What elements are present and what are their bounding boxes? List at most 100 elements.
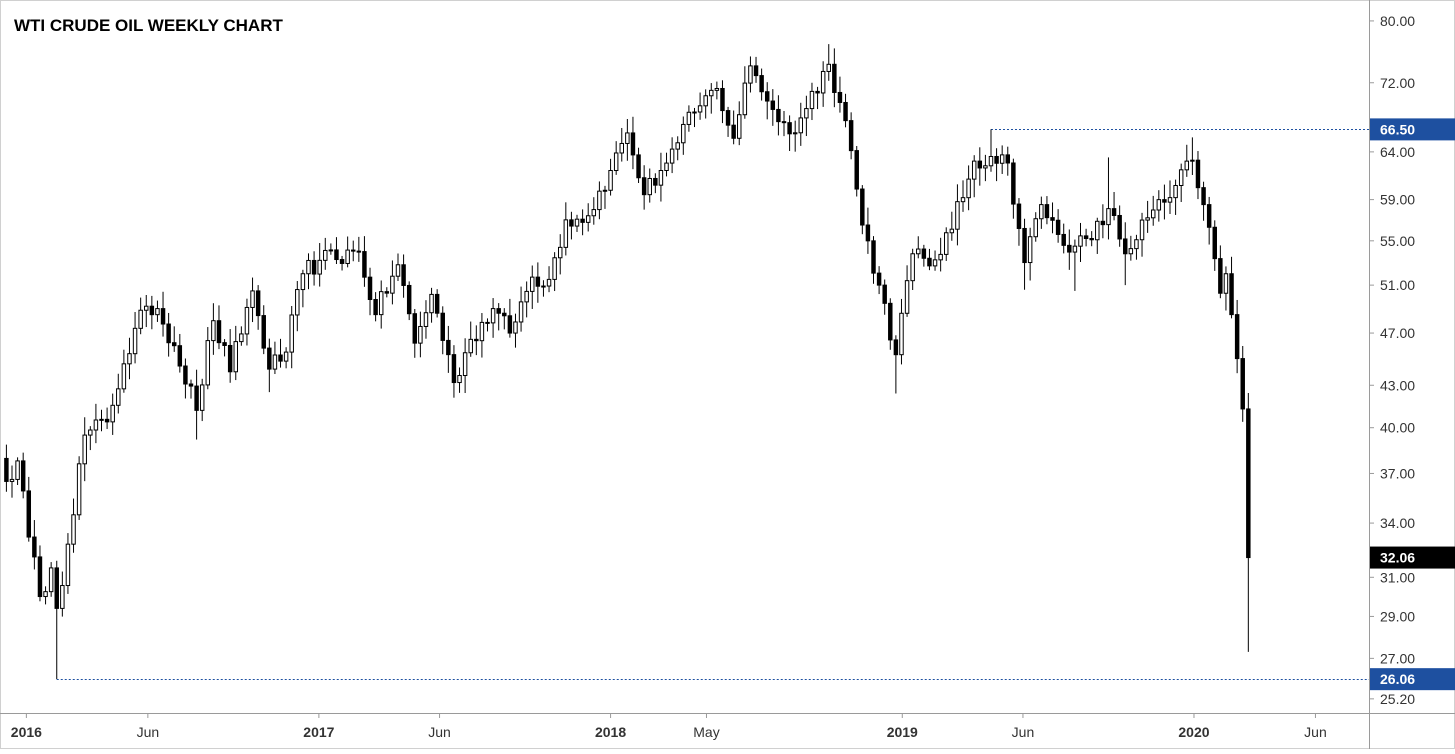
candle-body-down <box>216 320 222 344</box>
candle <box>1156 190 1162 222</box>
candle <box>1240 345 1245 422</box>
candle <box>20 452 26 499</box>
candle-body-down <box>188 383 194 387</box>
candle-body-down <box>1234 314 1240 360</box>
x-tick-label: 2017 <box>303 724 334 740</box>
candle-body-down <box>1067 244 1072 253</box>
candle-body-up <box>826 63 831 72</box>
candle-body-down <box>434 293 440 314</box>
candle-body-up <box>15 460 20 480</box>
candle <box>362 236 367 287</box>
price-label-box <box>1370 546 1455 569</box>
candle <box>384 287 390 298</box>
candle-body-up <box>804 108 809 119</box>
candle <box>971 155 977 198</box>
candle <box>591 197 597 225</box>
candle <box>54 560 59 680</box>
candle-body-down <box>1044 204 1050 219</box>
candle <box>943 227 949 261</box>
candle-body-down <box>261 315 266 349</box>
candle <box>1139 212 1145 257</box>
candle <box>619 127 625 162</box>
candle-body-up <box>1139 219 1145 241</box>
candle <box>116 373 121 414</box>
candle-body-up <box>378 291 384 316</box>
candle-body-down <box>893 339 899 356</box>
candle <box>658 152 664 202</box>
candle-body-up <box>295 289 300 316</box>
candle-body-up <box>283 351 289 362</box>
candle <box>60 571 65 617</box>
candle-body-up <box>116 388 121 406</box>
candle-body-up <box>155 308 160 316</box>
y-tick-label: 34.00 <box>1380 515 1415 531</box>
candle <box>479 313 485 358</box>
candle-body-up <box>546 278 552 287</box>
candle-body-up <box>703 95 708 107</box>
candle-body-up <box>1145 217 1150 221</box>
candle <box>468 321 473 357</box>
candle <box>580 209 585 236</box>
candle-body-up <box>60 585 65 609</box>
y-tick-label: 59.00 <box>1380 192 1415 208</box>
x-tick-label: 2019 <box>887 724 918 740</box>
candle-body-up <box>1150 209 1156 219</box>
price-label-text: 26.06 <box>1380 671 1415 687</box>
price-label-text: 32.06 <box>1380 550 1415 566</box>
candle <box>557 234 563 275</box>
candle <box>328 243 334 255</box>
candle <box>966 165 971 211</box>
candle-body-up <box>244 306 250 335</box>
candle <box>1050 202 1055 234</box>
candle-body-down <box>832 63 837 93</box>
candle <box>1095 217 1100 254</box>
candle-body-up <box>597 190 602 211</box>
candle <box>373 292 378 322</box>
candle-body-down <box>787 122 792 135</box>
y-tick-label: 72.00 <box>1380 75 1415 91</box>
candle <box>99 409 104 432</box>
candle <box>518 286 524 332</box>
candle <box>121 349 127 393</box>
candle <box>854 145 859 197</box>
candle-body-down <box>815 90 820 94</box>
candle-body-down <box>725 110 731 126</box>
candle-body-down <box>1100 220 1106 226</box>
candle <box>255 285 261 330</box>
candle <box>48 562 54 597</box>
candle-body-down <box>502 312 507 317</box>
candle <box>205 327 211 390</box>
candle-body-up <box>792 132 798 135</box>
candle <box>1078 222 1083 262</box>
candle-body-down <box>888 302 893 341</box>
candle <box>15 457 20 485</box>
candle <box>227 329 233 383</box>
candle <box>904 265 910 317</box>
candle <box>412 308 418 358</box>
candle <box>552 252 557 292</box>
candle-body-up <box>988 155 994 167</box>
price-label-box <box>1370 118 1455 141</box>
candle <box>1246 393 1251 652</box>
candle-body-up <box>65 543 71 587</box>
candle-body-up <box>205 340 211 386</box>
candle-body-up <box>1184 160 1190 171</box>
candle <box>681 116 686 155</box>
candle <box>546 266 552 293</box>
candle <box>390 260 395 305</box>
candle-body-down <box>1005 154 1011 164</box>
candle <box>507 298 513 338</box>
candle <box>742 66 748 119</box>
candle <box>261 305 266 355</box>
candle-body-up <box>563 219 569 248</box>
candle-body-down <box>776 108 781 123</box>
candle-body-up <box>1027 236 1033 264</box>
candle <box>692 107 697 128</box>
candle-body-down <box>166 323 171 344</box>
candle-body-down <box>1050 217 1055 221</box>
candle-body-up <box>675 142 680 150</box>
candle-body-up <box>1095 220 1100 241</box>
candle <box>496 303 501 331</box>
candle-body-up <box>809 90 815 110</box>
